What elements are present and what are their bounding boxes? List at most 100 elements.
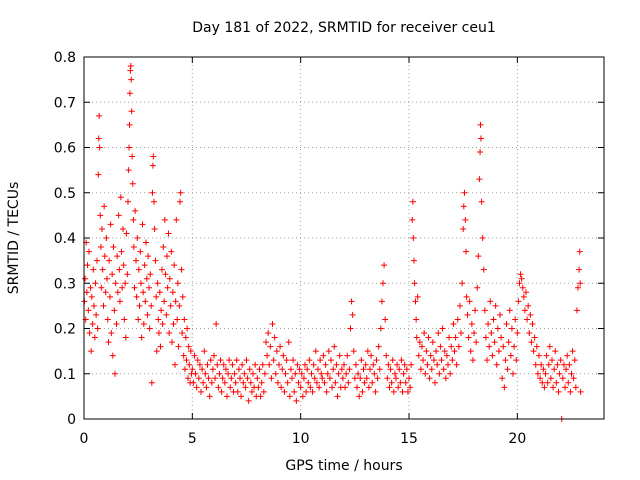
data-point (130, 216, 137, 223)
data-point (256, 366, 263, 373)
data-point (413, 334, 420, 341)
data-point (328, 357, 334, 364)
data-point (103, 275, 110, 282)
data-point (116, 266, 123, 273)
y-tick-label: 0.2 (54, 322, 76, 338)
data-point (451, 348, 458, 355)
x-tick-label: 5 (188, 431, 197, 447)
data-point (165, 230, 172, 237)
data-point (407, 384, 414, 391)
data-point (399, 388, 406, 395)
data-point (153, 348, 160, 355)
data-point (345, 379, 352, 386)
data-point (428, 366, 435, 373)
data-point (147, 271, 154, 278)
data-point (86, 330, 93, 337)
data-point (302, 361, 308, 368)
data-point (150, 153, 157, 160)
data-point (181, 316, 188, 323)
data-point (506, 307, 513, 314)
data-point (491, 339, 498, 346)
data-point (143, 275, 150, 282)
data-point (461, 189, 468, 196)
data-point (121, 316, 128, 323)
data-point (149, 162, 156, 169)
data-point (562, 384, 568, 391)
data-point (382, 316, 389, 323)
data-point (126, 144, 133, 151)
data-point (260, 388, 267, 395)
data-point (334, 393, 341, 400)
data-point (489, 352, 496, 359)
data-point (510, 370, 516, 377)
data-point (362, 361, 369, 368)
data-point (205, 375, 212, 382)
data-point (100, 302, 107, 309)
data-point (280, 352, 287, 359)
data-point (166, 275, 173, 282)
data-point (132, 207, 139, 214)
data-point (195, 375, 202, 382)
data-point (115, 212, 122, 219)
data-point (320, 352, 327, 359)
data-point (498, 334, 505, 341)
data-point (577, 280, 584, 287)
data-point (196, 361, 203, 368)
data-point (183, 357, 190, 364)
data-point (159, 266, 165, 273)
data-point (135, 316, 142, 323)
data-point (350, 348, 357, 355)
x-tick-label: 20 (508, 431, 526, 447)
data-point (221, 379, 228, 386)
data-point (572, 384, 579, 391)
data-point (202, 370, 209, 377)
data-point (122, 280, 129, 287)
data-point (263, 339, 269, 346)
data-point (325, 348, 332, 355)
data-point (204, 361, 211, 368)
data-point (477, 149, 484, 156)
data-point (200, 379, 207, 386)
data-point (168, 248, 175, 255)
data-point (317, 357, 324, 364)
data-point (176, 302, 183, 309)
data-point (225, 370, 232, 377)
data-point (104, 316, 111, 323)
data-point (507, 352, 514, 359)
y-axis-ticks: 0 0.1 0.2 0.3 0.4 0.5 0.6 0.7 0.8 (54, 50, 604, 428)
data-point (409, 198, 416, 205)
data-point (120, 262, 127, 269)
data-point (400, 370, 407, 377)
data-point (290, 357, 297, 364)
data-point (214, 361, 221, 368)
data-point (211, 352, 217, 359)
data-point (344, 352, 351, 359)
data-point (167, 302, 174, 309)
data-point (310, 361, 317, 368)
data-point (140, 320, 147, 327)
data-point (162, 271, 169, 278)
data-point (544, 379, 551, 386)
data-point (172, 361, 178, 368)
data-point (108, 330, 115, 337)
data-point (373, 357, 380, 364)
data-point (529, 320, 536, 327)
data-point (95, 171, 102, 178)
data-point (96, 112, 103, 119)
data-point (247, 379, 254, 386)
data-point (374, 375, 381, 382)
data-point (411, 280, 418, 287)
data-point (484, 357, 490, 364)
data-point (338, 366, 345, 373)
data-point (94, 257, 100, 264)
data-point (186, 361, 193, 368)
data-point (409, 216, 416, 223)
data-point (576, 266, 583, 273)
data-point (156, 289, 163, 296)
data-point (185, 343, 192, 350)
data-point (89, 320, 96, 327)
data-point (359, 388, 366, 395)
data-point (174, 280, 181, 287)
data-point (242, 384, 249, 391)
data-point (567, 388, 574, 395)
